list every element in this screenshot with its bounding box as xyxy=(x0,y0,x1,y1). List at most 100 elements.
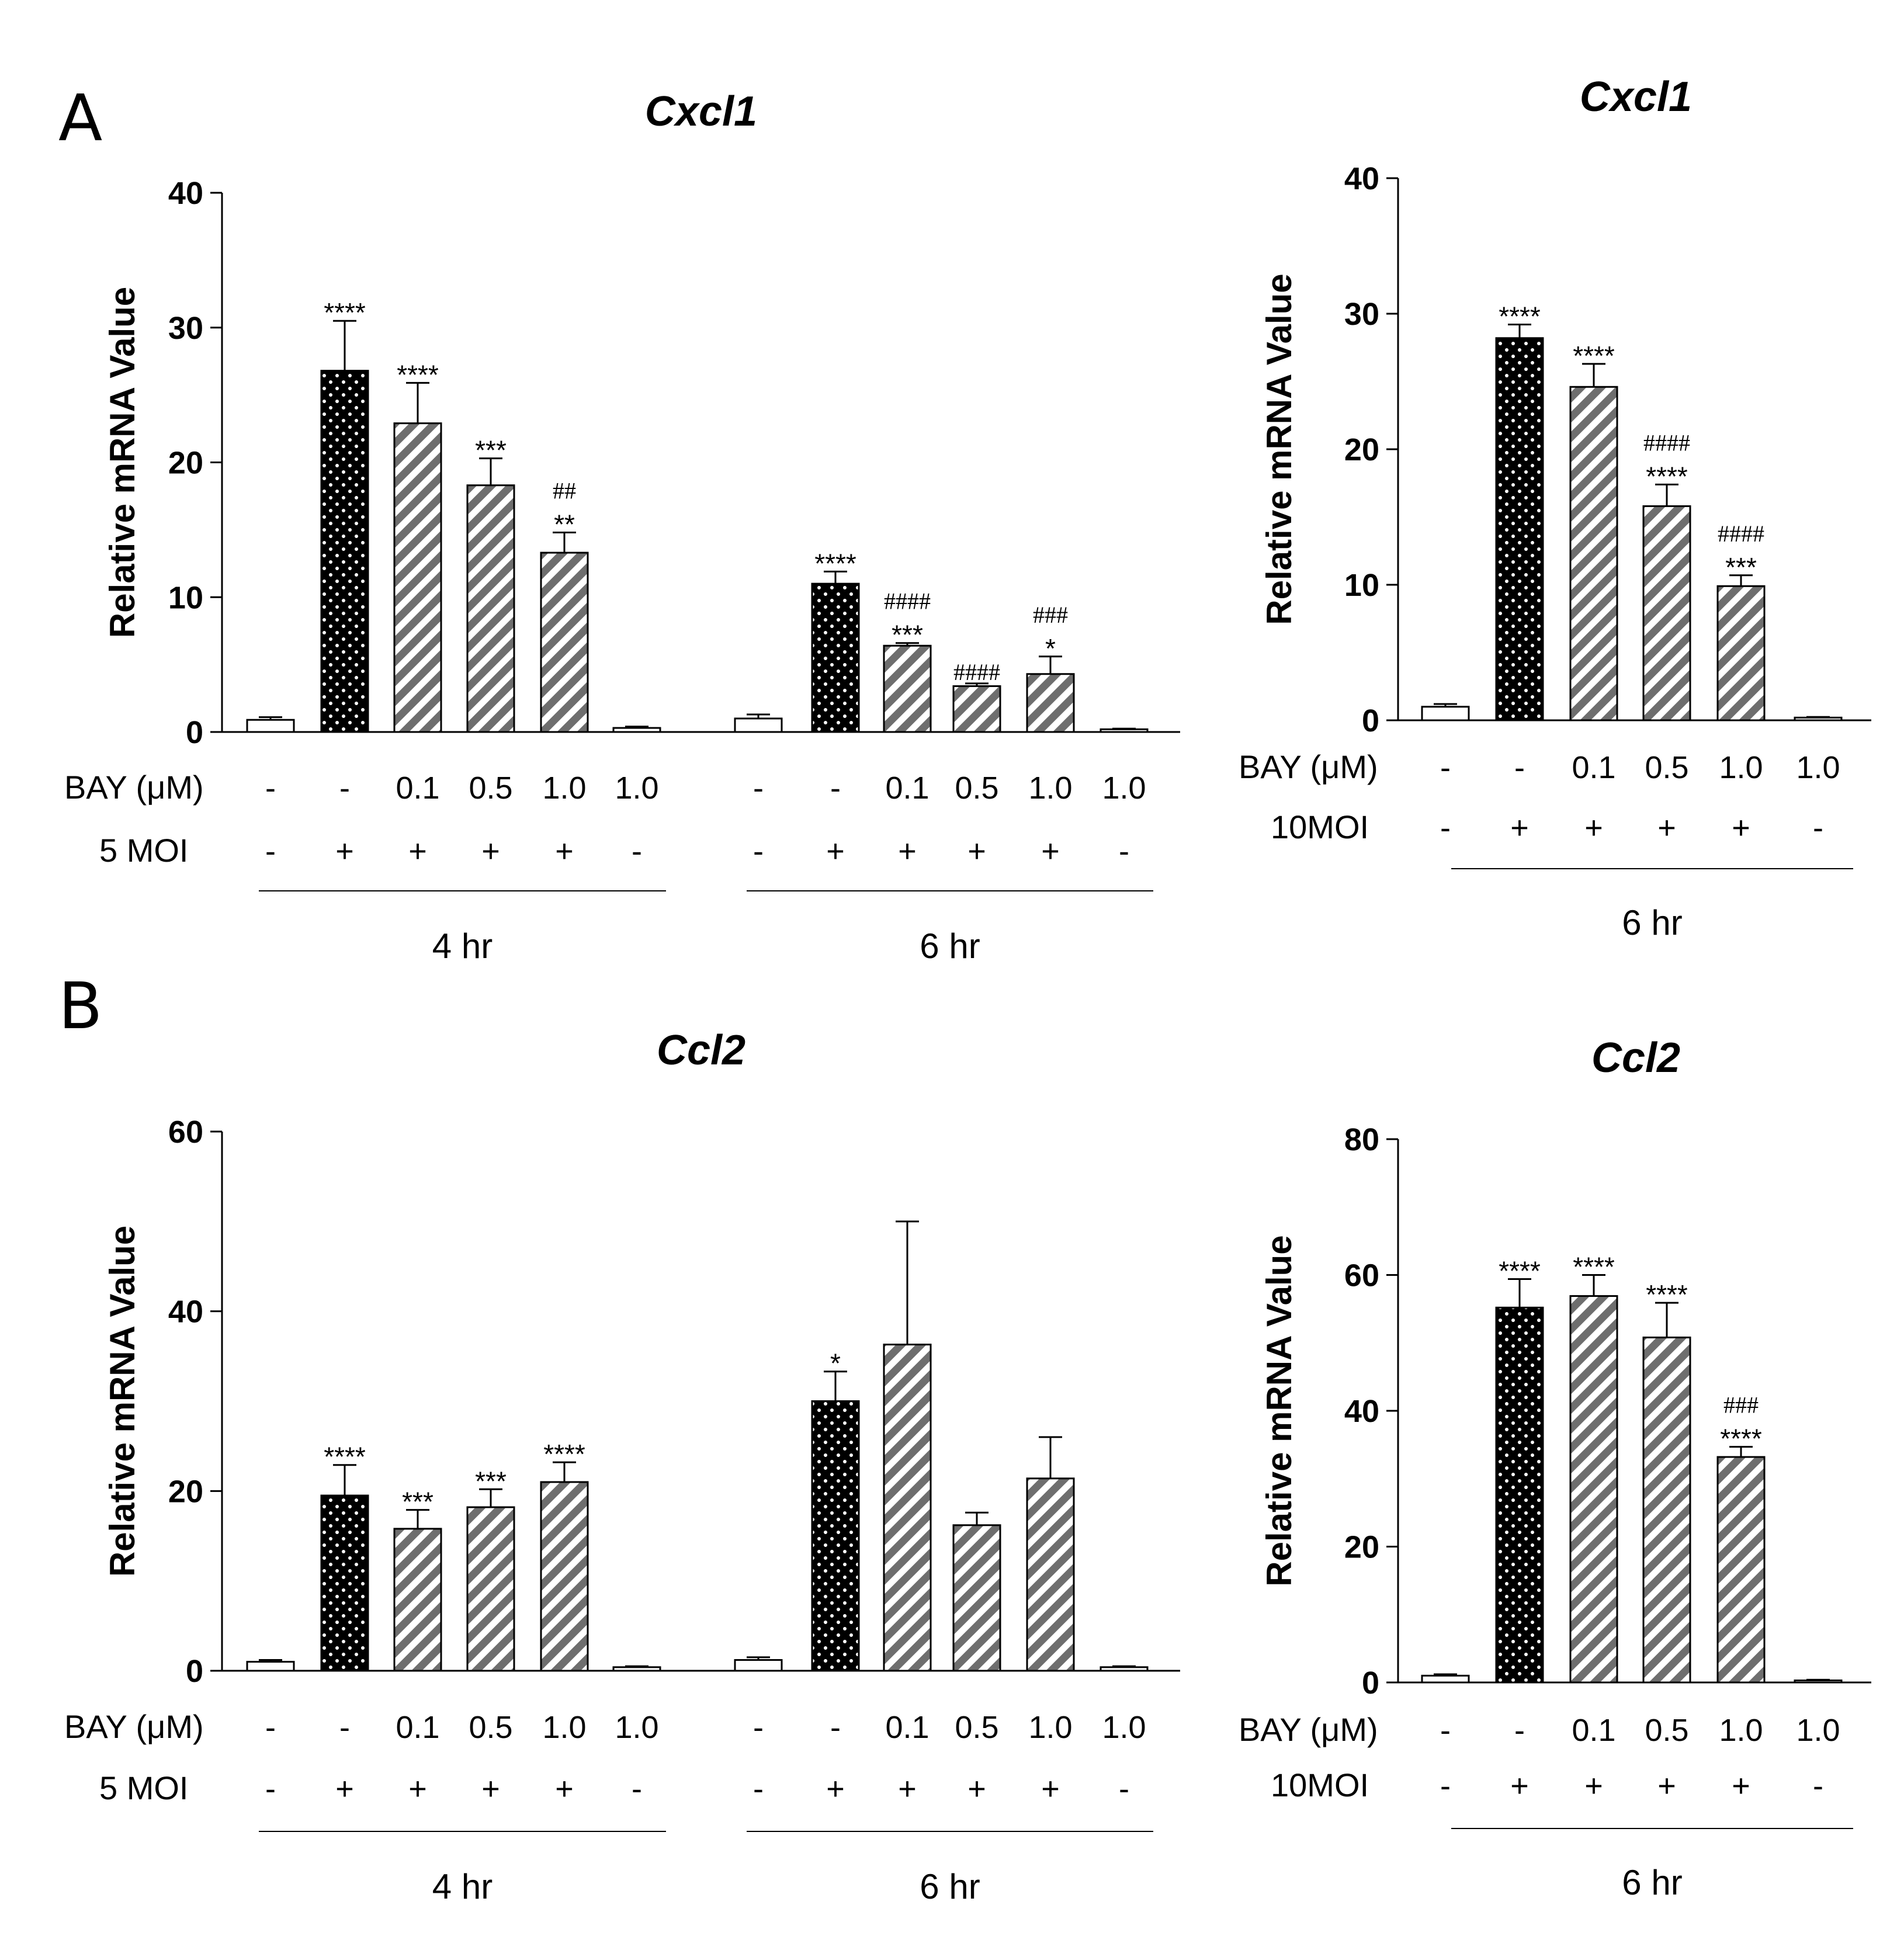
bar xyxy=(734,1659,783,1672)
y-tick-label: 30 xyxy=(168,311,203,346)
bay-dose-label: 1.0 xyxy=(1796,750,1840,785)
bay-dose-label: 0.1 xyxy=(396,1710,439,1745)
bar xyxy=(1026,673,1075,733)
bay-dose-label: - xyxy=(753,771,764,806)
panel-letter-b: B xyxy=(58,969,102,1043)
y-tick-label: 60 xyxy=(1344,1258,1379,1293)
bay-dose-label: - xyxy=(339,771,350,806)
bay-dose-label: 0.5 xyxy=(469,1710,512,1745)
significance-hashes: #### xyxy=(1718,521,1764,547)
chart-title: Ccl2 xyxy=(657,1027,745,1074)
moi-label: - xyxy=(1813,1768,1823,1803)
bay-dose-label: 1.0 xyxy=(1028,1710,1072,1745)
bar xyxy=(1100,1666,1149,1672)
moi-label: + xyxy=(967,834,986,869)
y-tick-label: 30 xyxy=(1344,297,1379,332)
bay-row-label: BAY (μM) xyxy=(1239,748,1378,785)
moi-label: - xyxy=(265,1771,276,1806)
bar xyxy=(320,370,369,733)
chart-b-right: Ccl2 Relative mRNA Value 0 20 40 60 80 BAY (μM)… xyxy=(1239,1035,1871,1902)
bay-row-label: BAY (μM) xyxy=(64,769,204,806)
moi-label: + xyxy=(967,1771,986,1806)
bar xyxy=(883,1344,932,1672)
y-tick-label: 40 xyxy=(168,176,203,211)
moi-label: + xyxy=(1657,810,1676,845)
moi-row-label: 5 MOI xyxy=(99,832,188,869)
chart-a-left: Cxcl1 Relative mRNA Value 0 10 20 30 40 BAY (μM… xyxy=(64,88,1180,966)
bar xyxy=(1642,505,1691,721)
moi-row-label: 10MOI xyxy=(1271,1767,1369,1803)
significance-stars: *** xyxy=(402,1487,433,1517)
y-tick-label: 40 xyxy=(1344,1394,1379,1429)
y-tick-label: 60 xyxy=(168,1115,203,1150)
bay-dose-label: - xyxy=(830,771,841,806)
moi-label: + xyxy=(898,1771,917,1806)
bar xyxy=(246,719,295,733)
bay-dose-label: 1.0 xyxy=(1719,750,1763,785)
y-tick-label: 20 xyxy=(168,1474,203,1509)
bay-dose-label: - xyxy=(1440,1713,1451,1748)
significance-stars: ** xyxy=(554,509,575,539)
bay-dose-label: 0.1 xyxy=(885,771,929,806)
chart-title: Cxcl1 xyxy=(645,88,757,135)
group-label: 6 hr xyxy=(920,927,980,966)
significance-stars: **** xyxy=(324,297,366,328)
bay-dose-label: 0.5 xyxy=(1645,1713,1688,1748)
bay-dose-label: - xyxy=(1514,750,1525,785)
moi-label: + xyxy=(898,834,917,869)
significance-stars: **** xyxy=(324,1442,366,1472)
moi-label: + xyxy=(1657,1768,1676,1803)
bar xyxy=(246,1661,295,1672)
significance-stars: *** xyxy=(475,1466,507,1496)
y-tick-label: 40 xyxy=(1344,161,1379,196)
bay-dose-label: 1.0 xyxy=(1028,771,1072,806)
moi-label: + xyxy=(335,834,354,869)
y-axis-label: Relative mRNA Value xyxy=(1260,273,1299,624)
y-tick-label: 0 xyxy=(1362,703,1379,738)
moi-label: + xyxy=(1584,1768,1603,1803)
moi-row-label: 5 MOI xyxy=(99,1769,188,1806)
bar xyxy=(393,1528,442,1672)
bar xyxy=(393,422,442,733)
bay-dose-label: 1.0 xyxy=(542,1710,586,1745)
moi-label: + xyxy=(555,1771,574,1806)
bar xyxy=(1495,1306,1544,1684)
y-tick-label: 20 xyxy=(1344,1530,1379,1565)
bar xyxy=(1569,1295,1618,1684)
bar xyxy=(1794,716,1843,721)
significance-stars: * xyxy=(830,1348,841,1379)
significance-hashes: ### xyxy=(1033,602,1068,628)
bar xyxy=(883,644,932,733)
chart-title: Cxcl1 xyxy=(1580,74,1692,120)
moi-label: - xyxy=(753,1771,764,1806)
significance-stars: **** xyxy=(1646,461,1688,491)
y-tick-label: 20 xyxy=(1344,432,1379,467)
bar xyxy=(1026,1477,1075,1672)
bar xyxy=(952,1524,1001,1672)
bar xyxy=(1421,706,1470,721)
moi-label: - xyxy=(753,834,764,869)
y-tick-label: 20 xyxy=(168,446,203,481)
significance-stars: **** xyxy=(1499,1255,1541,1286)
moi-label: + xyxy=(826,834,845,869)
bay-dose-label: 1.0 xyxy=(615,1710,658,1745)
bay-dose-label: - xyxy=(339,1710,350,1745)
chart-a-right: Cxcl1 Relative mRNA Value 0 10 20 30 40 BAY (μM… xyxy=(1239,74,1871,942)
significance-stars: **** xyxy=(1720,1424,1762,1454)
bar xyxy=(612,1666,661,1672)
moi-label: + xyxy=(335,1771,354,1806)
moi-row-label: 10MOI xyxy=(1271,809,1369,845)
significance-hashes: #### xyxy=(1643,429,1690,456)
bar xyxy=(734,717,783,733)
bay-dose-label: - xyxy=(265,771,276,806)
significance-stars: *** xyxy=(1725,552,1757,582)
y-tick-label: 0 xyxy=(186,1654,203,1689)
bar xyxy=(466,1506,515,1672)
y-tick-label: 10 xyxy=(1344,568,1379,603)
bar xyxy=(1100,728,1149,733)
bar xyxy=(1794,1680,1843,1684)
significance-stars: **** xyxy=(1573,1252,1615,1282)
y-axis-label: Relative mRNA Value xyxy=(1260,1235,1299,1586)
significance-stars: **** xyxy=(1646,1279,1688,1310)
